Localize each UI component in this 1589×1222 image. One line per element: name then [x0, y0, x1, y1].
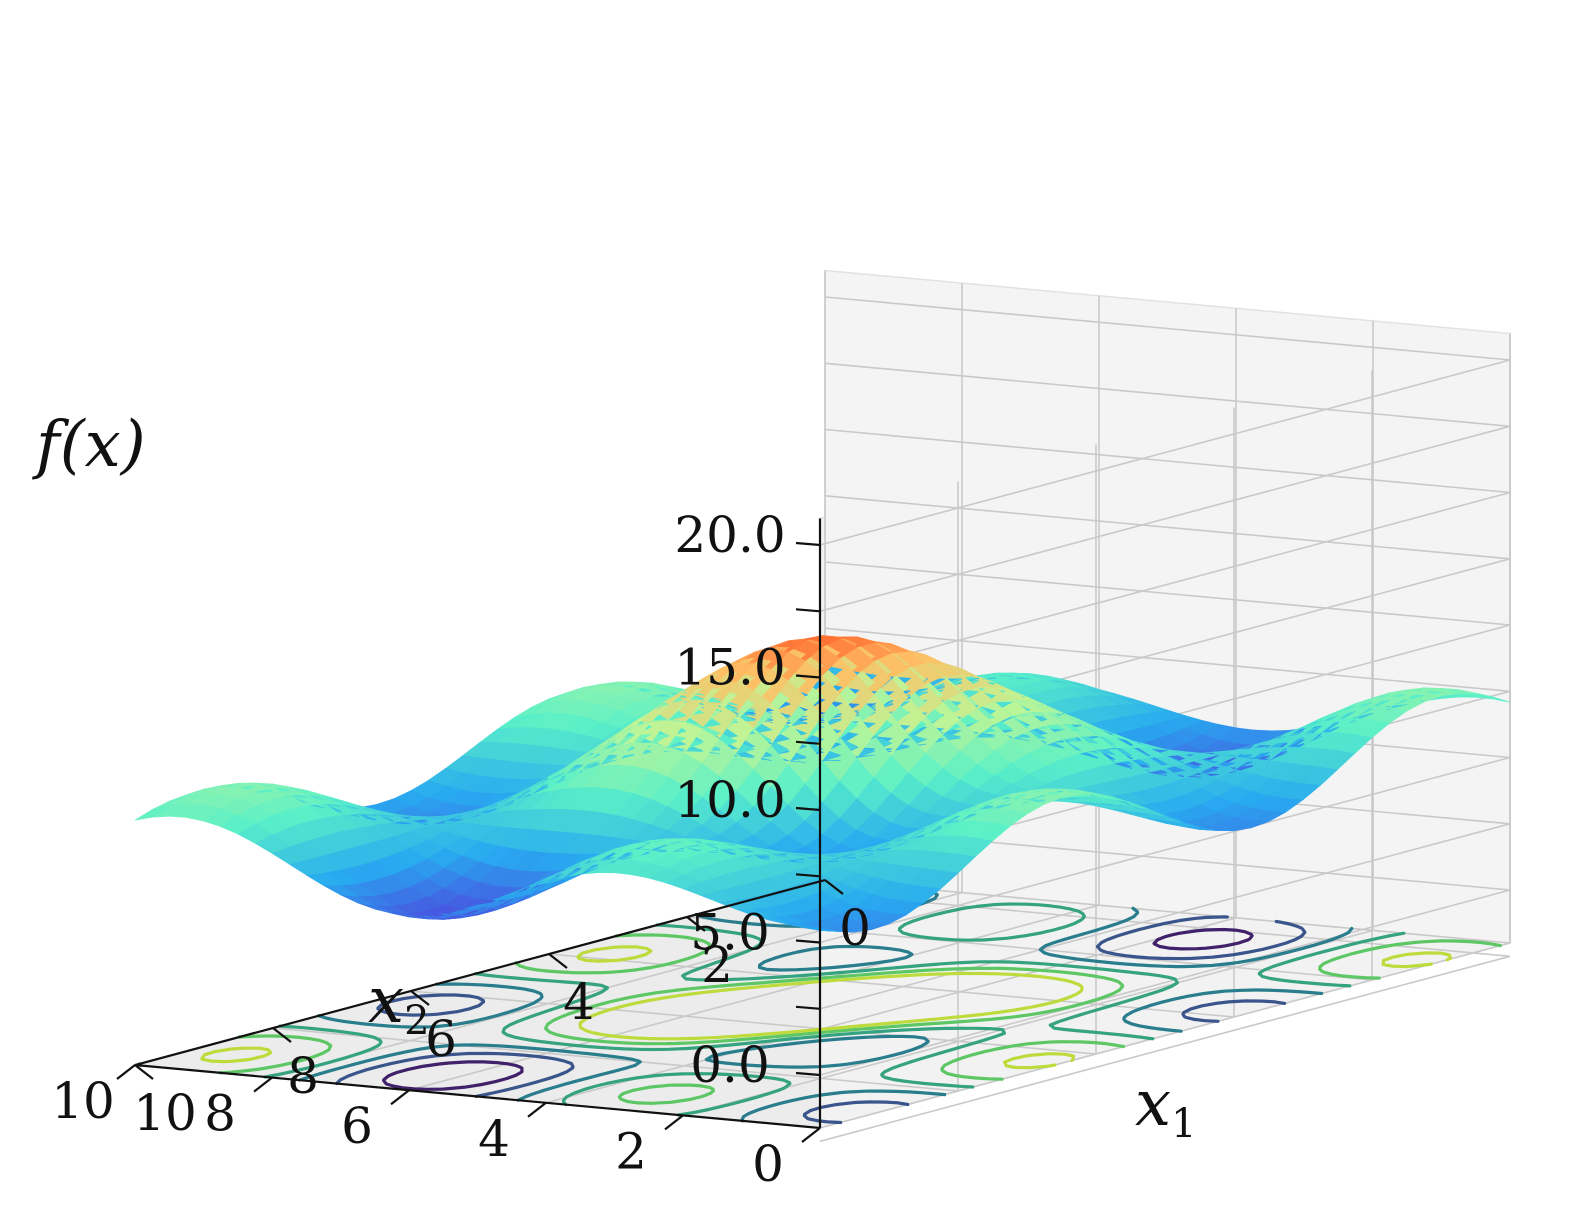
z-tick-mark [795, 939, 821, 944]
x2-tick-label: 2 [615, 1122, 647, 1180]
x2-tick-mark [390, 1089, 410, 1106]
z-tick-label: 10.0 [674, 771, 785, 829]
wall-grid-z-left [819, 359, 1511, 546]
z-tick-mark [795, 541, 821, 547]
wall-grid-z-left [819, 425, 1511, 613]
x1-tick-label: 6 [425, 1010, 457, 1068]
floor-contours [137, 881, 1502, 1125]
x2-tick-label: 10 [51, 1072, 115, 1130]
wall-grid-z-left [819, 955, 1511, 1143]
x2-tick-label: 0 [752, 1135, 784, 1193]
x2-tick-label: 8 [204, 1085, 236, 1143]
floor-grid-x2 [819, 942, 1511, 1129]
x1-tick-label: 2 [701, 936, 733, 994]
z-axis-label: f(x) [32, 408, 146, 482]
wall-grid-z-right [824, 362, 1511, 428]
y-axis-label: x2 [368, 964, 430, 1044]
contour-line [263, 902, 1406, 1117]
z-tick-label: 5.0 [690, 904, 770, 962]
x1-tick-mark [548, 953, 568, 969]
x1-tick-label: 4 [563, 973, 595, 1031]
z-tick-label: 0.0 [690, 1036, 770, 1094]
wall-grid-z-left [819, 491, 1511, 679]
z-minor-tick-mark [795, 1005, 821, 1010]
x1-tick-mark [824, 879, 844, 895]
x1-tick-mark [272, 1027, 292, 1043]
z-tick-label: 15.0 [674, 639, 785, 697]
x2-tick-label: 4 [478, 1110, 510, 1168]
floor-grid-x1 [824, 879, 1511, 944]
surface-mesh [134, 635, 1511, 933]
floor-grid-x2 [545, 917, 1237, 1104]
z-minor-tick-mark [795, 740, 821, 745]
x2-axis-line [134, 1063, 821, 1130]
floor-grid-x2 [408, 904, 1100, 1091]
wall-grid-z-right [824, 495, 1511, 560]
x2-tick-mark [664, 1114, 684, 1131]
x2-tick-mark [801, 1127, 821, 1143]
x1-tick-label: 0 [839, 899, 871, 957]
z-tick-label: 20.0 [674, 506, 785, 564]
x2-tick-label: 6 [341, 1097, 373, 1155]
x1-tick-mark [410, 990, 430, 1006]
x1-axis-line [134, 878, 826, 1067]
x-axis-label: x1 [1135, 1067, 1197, 1147]
z-tick-mark [795, 1071, 821, 1077]
wall-grid-z-right [824, 428, 1511, 494]
z-tick-mark [795, 806, 821, 812]
floor-grid-x2 [682, 929, 1374, 1117]
x1-tick-mark [134, 1064, 154, 1080]
contour-line [200, 945, 1452, 1070]
surface-facet [134, 805, 170, 821]
x2-tick-mark [527, 1101, 547, 1118]
contour-line [382, 927, 1254, 1091]
wall-grid-z-left [819, 823, 1511, 1010]
wall-grid-z-right [824, 561, 1511, 626]
x2-tick-mark [253, 1076, 273, 1093]
wall-grid-z-right [824, 296, 1511, 361]
x1-tick-label: 8 [287, 1047, 319, 1105]
x1-tick-label: 10 [133, 1084, 197, 1142]
axis-lines [116, 518, 844, 1143]
contour-line [137, 933, 1502, 1105]
z-minor-tick-mark [795, 873, 821, 878]
z-minor-tick-mark [795, 608, 821, 613]
wall-grid-z-right [824, 627, 1511, 693]
z-tick-mark [795, 674, 821, 679]
x2-tick-mark [116, 1064, 136, 1080]
wall-grid-z-left [819, 756, 1511, 944]
floor-grid-x1 [410, 990, 1097, 1055]
wall-grid-z-left [819, 889, 1511, 1076]
floor-grid-x1 [272, 1027, 959, 1092]
x1-tick-mark [686, 916, 706, 932]
